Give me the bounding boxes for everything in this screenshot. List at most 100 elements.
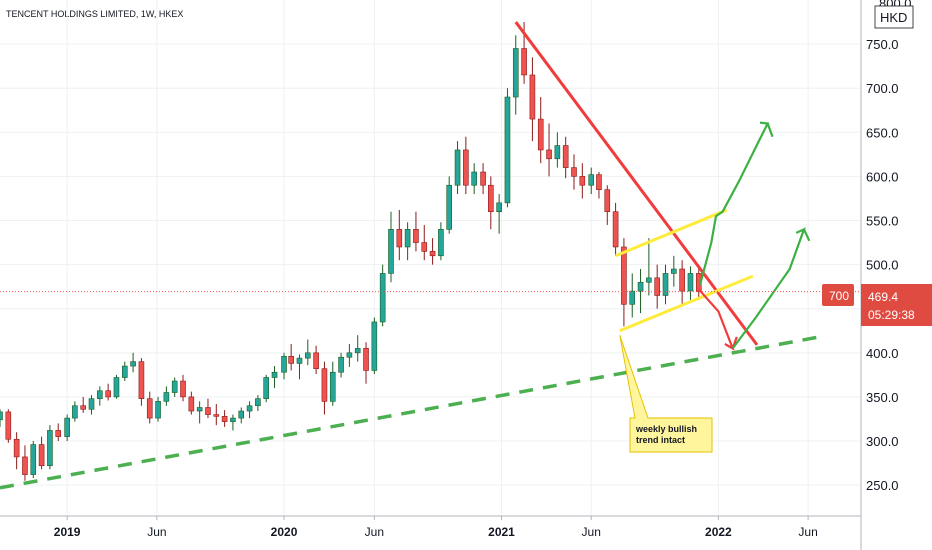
candle (97, 386, 103, 406)
candle-body (72, 405, 78, 419)
candle (537, 97, 544, 164)
candle-body (205, 407, 211, 415)
candle-body (637, 281, 644, 292)
last-price-tag[interactable]: 469.4 05:29:38 (861, 284, 932, 326)
candle-body (155, 401, 161, 419)
candle (105, 383, 111, 401)
candle (588, 167, 595, 195)
bullish-projection-arrow-alt[interactable] (731, 227, 811, 350)
candle-body (429, 251, 436, 257)
candle-body (612, 211, 619, 248)
candle (321, 361, 328, 415)
candle-body (554, 145, 561, 160)
candle-body (562, 145, 569, 168)
candle-body (346, 352, 353, 358)
last-price-value: 469.4 (868, 290, 898, 304)
candle (529, 57, 536, 142)
x-axis-ticks: 2019 Jun 2020 Jun 2021 Jun 2022 Jun (54, 516, 818, 539)
candle (571, 154, 577, 190)
candle-body (130, 361, 136, 367)
candle (13, 432, 20, 470)
candle-body (230, 417, 236, 422)
candle-body (5, 411, 12, 440)
candle (72, 401, 78, 422)
channel-lower-line[interactable] (619, 274, 754, 333)
candle-body (363, 348, 369, 371)
candle-body (22, 456, 28, 475)
y-tick-label: 750.0 (866, 37, 899, 52)
candle-body (446, 184, 453, 230)
last-price-tag-bg (861, 284, 932, 326)
candle (55, 423, 62, 442)
candle-body (379, 273, 386, 323)
candle-body (421, 242, 428, 252)
candle (554, 132, 561, 168)
candle-body (504, 96, 511, 204)
candle (313, 345, 319, 374)
candle (562, 136, 569, 179)
x-tick-label: 2019 (54, 525, 81, 539)
candle (288, 344, 294, 371)
candle-body (546, 149, 552, 160)
candle-body (105, 390, 111, 398)
candle-body (80, 405, 86, 410)
candle-body (496, 202, 502, 212)
candle (171, 377, 178, 397)
candle (338, 352, 344, 378)
currency-label: HKD (880, 10, 907, 25)
note-callout[interactable]: weekly bullish trend intact (619, 335, 713, 453)
x-tick-label: 2022 (705, 525, 732, 539)
x-tick-label: 2020 (271, 525, 298, 539)
candle (163, 386, 170, 406)
candle-body (38, 444, 45, 467)
y-tick-label: 350.0 (866, 390, 899, 405)
candle (146, 391, 153, 424)
candles (0, 22, 702, 481)
candle (205, 398, 211, 419)
candle (80, 396, 86, 413)
candle-body (571, 167, 577, 177)
currency-box[interactable] (874, 5, 914, 29)
y-tick-label: 600.0 (866, 169, 899, 184)
support-trendline[interactable] (0, 335, 820, 490)
candle (596, 172, 602, 199)
y-tick-label: 500.0 (866, 258, 899, 273)
y-tick-label: 550.0 (866, 214, 899, 229)
candle (446, 176, 453, 234)
candle (421, 224, 428, 261)
candle (281, 352, 287, 380)
candle-body (296, 357, 303, 364)
candle-body (463, 149, 469, 186)
y-tick-label: 300.0 (866, 434, 899, 449)
y-tick-label: 650.0 (866, 125, 899, 140)
y-tick-label: 250.0 (866, 478, 899, 493)
candle (138, 358, 145, 406)
candle (113, 374, 120, 399)
candle-body (413, 229, 419, 243)
candle-body (371, 321, 378, 371)
bullish-projection-arrow[interactable] (698, 121, 774, 286)
candle-body (471, 171, 477, 186)
candle (329, 361, 336, 406)
candle-body (687, 273, 694, 292)
candle-body (196, 407, 203, 412)
candle-body (621, 246, 627, 305)
bearish-path-arrow[interactable] (697, 288, 738, 351)
candle-body (0, 411, 3, 421)
candle-body (454, 149, 461, 186)
candle (404, 222, 411, 261)
candle-body (13, 438, 20, 458)
candle-body (55, 430, 62, 437)
note-text-line-1: weekly bullish (635, 424, 697, 434)
candle-body (671, 268, 677, 274)
candle-body (588, 174, 595, 186)
candle (296, 354, 303, 380)
candle-body (529, 74, 536, 120)
candle-body (255, 398, 261, 407)
descending-trendline[interactable] (514, 21, 759, 346)
candle (604, 185, 611, 225)
channel-upper-line[interactable] (615, 208, 728, 258)
alert-tag[interactable]: 700 (822, 284, 854, 306)
candle (396, 209, 403, 261)
